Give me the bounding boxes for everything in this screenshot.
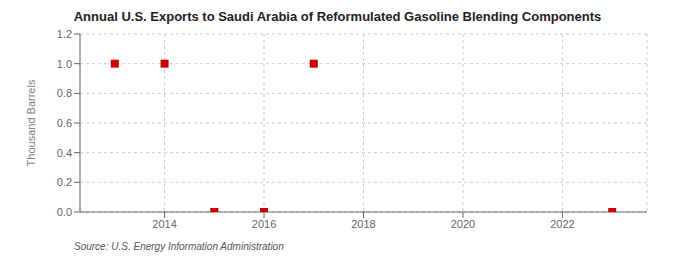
svg-text:0.2: 0.2 <box>57 176 72 188</box>
html-text:Annual U.S. Exports to Saudi A: Annual U.S. Exports to Saudi Arabia of R… <box>73 9 602 24</box>
svg-text:0.0: 0.0 <box>57 206 72 218</box>
svg-text:1.2: 1.2 <box>57 28 72 40</box>
svg-text:2020: 2020 <box>451 218 475 230</box>
svg-text:0.8: 0.8 <box>57 87 72 99</box>
svg-text:2018: 2018 <box>351 218 375 230</box>
svg-text:0.4: 0.4 <box>57 147 72 159</box>
html-text:Source: U.S. Energy Informatio: Source: U.S. Energy Information Administ… <box>74 241 284 252</box>
svg-text:2016: 2016 <box>252 218 276 230</box>
svg-text:1.0: 1.0 <box>57 58 72 70</box>
svg-text:2022: 2022 <box>550 218 574 230</box>
svg-text:2014: 2014 <box>152 218 176 230</box>
svg-text:0.6: 0.6 <box>57 117 72 129</box>
svg-text:Thousand Barrels: Thousand Barrels <box>25 79 37 166</box>
